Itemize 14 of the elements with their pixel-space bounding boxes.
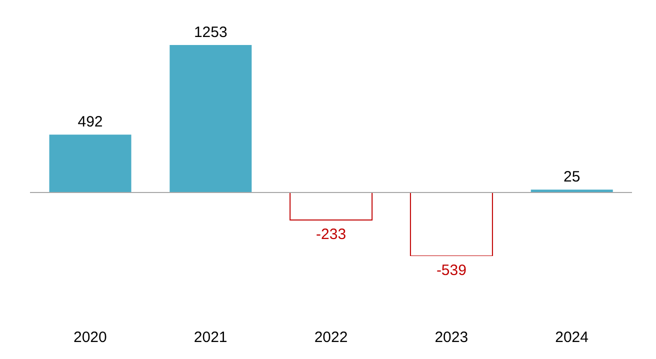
data-label: 25 xyxy=(564,168,580,186)
data-label: -539 xyxy=(436,262,466,279)
x-tick-label: 2022 xyxy=(314,329,348,346)
data-label: -233 xyxy=(316,226,346,243)
bar xyxy=(49,134,132,193)
bar xyxy=(290,192,373,220)
x-tick-label: 2020 xyxy=(74,329,107,346)
data-label: 1253 xyxy=(194,24,228,41)
data-label: 492 xyxy=(78,114,103,131)
bar xyxy=(410,192,493,256)
bar xyxy=(170,45,252,193)
x-tick-label: 2023 xyxy=(434,329,468,346)
x-tick-label: 2021 xyxy=(194,329,228,346)
x-tick-label: 2024 xyxy=(555,329,588,346)
